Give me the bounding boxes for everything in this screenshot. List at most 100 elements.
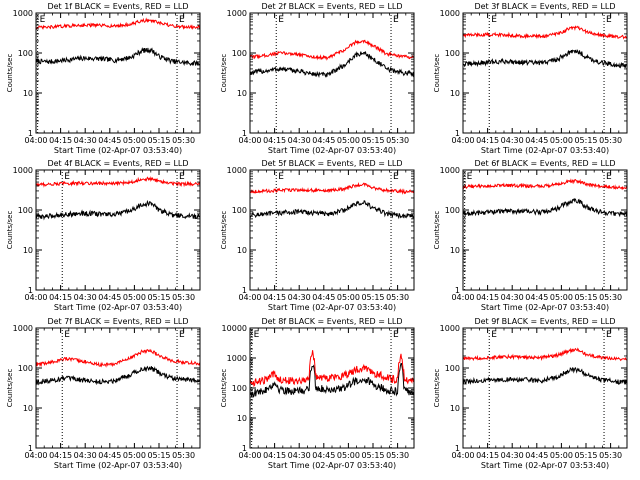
y-tick-label: 10 <box>450 404 460 413</box>
series-line-events <box>35 365 201 386</box>
x-tick-label: 05:00 <box>550 136 573 145</box>
y-axis-label: Counts/sec <box>220 211 228 250</box>
marker-label: E <box>606 172 612 182</box>
series-line-lld <box>249 350 415 388</box>
x-tick-label: 04:45 <box>525 451 548 460</box>
x-tick-label: 05:30 <box>386 451 409 460</box>
x-tick-label: 05:15 <box>361 451 384 460</box>
x-axis-label: Start Time (02-Apr-07 03:53:40) <box>268 303 396 312</box>
x-tick-label: 04:15 <box>476 136 499 145</box>
x-tick-label: 04:15 <box>49 136 72 145</box>
y-tick-label: 1 <box>242 286 247 295</box>
marker-label: E <box>179 15 185 25</box>
panel-title: Det 1f BLACK = Events, RED = LLD <box>47 2 188 11</box>
panel-5: Det 5f BLACK = Events, RED = LLD E E 1 10 100… <box>220 159 415 312</box>
panel-4: Det 4f BLACK = Events, RED = LLD E E 1 10 100… <box>6 159 201 312</box>
y-tick-label: 1000 <box>227 354 247 363</box>
panel-3: Det 3f BLACK = Events, RED = LLD E E 1 10 100… <box>433 2 628 155</box>
y-tick-label: 10 <box>237 246 247 255</box>
y-tick-label: 1 <box>455 286 460 295</box>
series-line-lld <box>462 178 628 191</box>
x-tick-label: 04:00 <box>24 136 47 145</box>
marker-label: E <box>278 15 284 25</box>
y-tick-label: 1000 <box>227 9 247 18</box>
marker-label: E <box>393 330 399 340</box>
plot-frame <box>462 327 628 449</box>
x-tick-label: 04:00 <box>451 136 474 145</box>
x-tick-label: 05:15 <box>147 293 170 302</box>
y-tick-label: 1000 <box>440 324 460 333</box>
y-tick-label: 10 <box>23 89 33 98</box>
x-tick-label: 04:45 <box>312 293 335 302</box>
x-tick-label: 04:15 <box>263 136 286 145</box>
y-tick-label: 100 <box>18 206 33 215</box>
y-axis-label: Counts/sec <box>220 54 228 93</box>
x-axis-label: Start Time (02-Apr-07 03:53:40) <box>481 303 609 312</box>
x-tick-label: 05:00 <box>123 136 146 145</box>
marker-label: E <box>254 330 260 340</box>
series-line-lld <box>35 17 201 30</box>
x-tick-label: 05:00 <box>337 136 360 145</box>
plot-frame <box>462 169 628 291</box>
x-tick-label: 05:15 <box>574 293 597 302</box>
panel-title: Det 3f BLACK = Events, RED = LLD <box>474 2 615 11</box>
x-tick-label: 05:15 <box>574 136 597 145</box>
y-axis-label: Counts/sec <box>6 54 14 93</box>
y-axis-label: Counts/sec <box>220 369 228 408</box>
x-tick-label: 04:15 <box>476 451 499 460</box>
y-tick-label: 10 <box>237 414 247 423</box>
y-axis-label: Counts/sec <box>433 54 441 93</box>
plot-frame <box>35 327 201 449</box>
panel-title: Det 2f BLACK = Events, RED = LLD <box>261 2 402 11</box>
y-tick-label: 10 <box>450 89 460 98</box>
marker-label: E <box>606 15 612 25</box>
x-tick-label: 05:00 <box>123 293 146 302</box>
x-axis-label: Start Time (02-Apr-07 03:53:40) <box>481 461 609 470</box>
panel-7: Det 7f BLACK = Events, RED = LLD E E 1 10 100… <box>6 317 201 470</box>
x-tick-label: 05:15 <box>361 136 384 145</box>
x-tick-label: 05:30 <box>599 293 622 302</box>
series-line-events <box>249 200 414 220</box>
series-line-events <box>35 46 201 67</box>
series-line-events <box>462 197 628 218</box>
x-tick-label: 05:15 <box>147 136 170 145</box>
series-line-lld <box>462 25 628 40</box>
x-tick-label: 04:00 <box>24 293 47 302</box>
y-tick-label: 1 <box>28 129 33 138</box>
x-axis-label: Start Time (02-Apr-07 03:53:40) <box>54 461 182 470</box>
x-tick-label: 04:00 <box>451 451 474 460</box>
y-tick-label: 10 <box>237 89 247 98</box>
y-tick-label: 100 <box>18 49 33 58</box>
marker-label: E <box>179 330 185 340</box>
marker-label: E <box>491 330 497 340</box>
plot-frame <box>462 12 628 134</box>
x-tick-label: 05:00 <box>550 451 573 460</box>
y-tick-label: 100 <box>445 364 460 373</box>
panel-9: Det 9f BLACK = Events, RED = LLD E E 1 10 100… <box>433 317 628 470</box>
x-axis-label: Start Time (02-Apr-07 03:53:40) <box>54 146 182 155</box>
x-tick-label: 04:00 <box>238 136 261 145</box>
marker-label: E <box>467 172 473 182</box>
series-line-events <box>249 362 415 398</box>
x-tick-label: 04:30 <box>288 451 311 460</box>
x-tick-label: 05:00 <box>337 451 360 460</box>
y-tick-label: 10 <box>450 246 460 255</box>
y-tick-label: 1000 <box>13 324 33 333</box>
y-axis-label: Counts/sec <box>433 369 441 408</box>
series-line-events <box>462 367 628 386</box>
y-tick-label: 1000 <box>440 9 460 18</box>
x-tick-label: 04:15 <box>476 293 499 302</box>
x-tick-label: 05:30 <box>172 136 195 145</box>
x-tick-label: 04:30 <box>288 293 311 302</box>
x-tick-label: 04:45 <box>312 451 335 460</box>
plot-frame <box>249 169 415 291</box>
y-tick-label: 100 <box>232 384 247 393</box>
x-tick-label: 05:00 <box>337 293 360 302</box>
x-tick-label: 04:00 <box>451 293 474 302</box>
y-tick-label: 1 <box>455 444 460 453</box>
marker-label: E <box>179 172 185 182</box>
x-tick-label: 04:30 <box>501 136 524 145</box>
